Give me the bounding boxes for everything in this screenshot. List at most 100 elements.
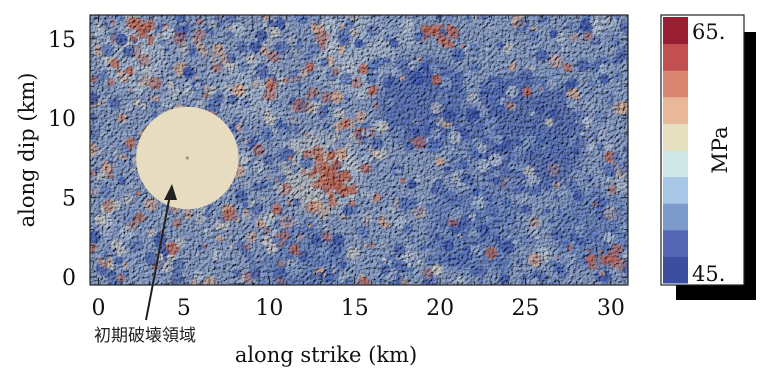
heatmap-speckle	[616, 31, 628, 43]
heatmap-speckle	[557, 39, 564, 47]
heatmap-hotspot	[308, 170, 316, 179]
heatmap-speckle	[396, 31, 409, 45]
heatmap-speckle	[161, 25, 175, 40]
heatmap-speckle	[210, 248, 223, 261]
heatmap-speckle	[148, 220, 160, 232]
heatmap-speckle	[571, 131, 581, 142]
heatmap-speckle	[269, 251, 278, 260]
heatmap-speckle	[508, 225, 514, 230]
heatmap-speckle	[331, 264, 336, 269]
heatmap-speckle	[174, 15, 187, 24]
heatmap-speckle	[274, 232, 281, 239]
heatmap-speckle	[144, 197, 158, 212]
heatmap-speckle	[582, 101, 594, 112]
heatmap-speckle	[561, 44, 569, 52]
heatmap-speckle	[439, 76, 452, 90]
heatmap-speckle	[590, 36, 600, 46]
heatmap-speckle	[372, 163, 379, 170]
heatmap-speckle	[612, 100, 627, 115]
heatmap-speckle	[530, 227, 539, 235]
heatmap-speckle	[366, 88, 375, 98]
heatmap-hotspot	[147, 39, 154, 46]
heatmap-speckle	[480, 15, 488, 19]
heatmap-speckle	[391, 67, 402, 78]
heatmap-speckle	[361, 212, 372, 222]
heatmap-speckle	[154, 276, 165, 285]
heatmap-speckle	[518, 135, 524, 142]
heatmap-speckle	[579, 186, 591, 199]
heatmap-speckle	[554, 195, 560, 201]
heatmap-speckle	[466, 87, 472, 93]
heatmap-speckle	[465, 69, 478, 82]
heatmap-speckle	[547, 141, 561, 155]
heatmap-speckle	[340, 73, 352, 86]
heatmap-speckle	[261, 128, 273, 141]
heatmap-speckle	[331, 269, 336, 274]
heatmap-speckle	[499, 17, 509, 27]
heatmap-speckle	[528, 70, 533, 75]
heatmap-hotspot	[336, 186, 346, 196]
heatmap-speckle	[333, 132, 341, 140]
heatmap-speckle	[217, 84, 222, 90]
heatmap-speckle	[244, 181, 250, 187]
heatmap-speckle	[284, 44, 291, 51]
heatmap-speckle	[330, 80, 335, 85]
heatmap-speckle	[316, 78, 321, 83]
heatmap-speckle	[454, 42, 462, 50]
heatmap-speckle	[612, 153, 621, 162]
heatmap-speckle	[344, 142, 351, 148]
heatmap-speckle	[92, 26, 103, 37]
heatmap-speckle	[284, 22, 290, 27]
heatmap-speckle	[411, 127, 421, 137]
heatmap-speckle	[231, 22, 246, 37]
heatmap-speckle	[115, 15, 127, 21]
heatmap-speckle	[392, 125, 405, 137]
heatmap-speckle	[548, 217, 556, 224]
heatmap-speckle	[454, 107, 463, 115]
heatmap-speckle	[264, 76, 279, 91]
heatmap-speckle	[277, 240, 285, 248]
heatmap-speckle	[482, 128, 491, 136]
heatmap-speckle	[399, 75, 405, 82]
heatmap-speckle	[413, 206, 426, 220]
heatmap-speckle	[473, 158, 483, 168]
heatmap-speckle	[320, 135, 330, 146]
heatmap-speckle	[624, 156, 628, 161]
heatmap-speckle	[462, 245, 472, 254]
heatmap-speckle	[419, 81, 428, 90]
heatmap-speckle	[506, 175, 521, 190]
heatmap-speckle	[533, 137, 545, 150]
heatmap-speckle	[140, 270, 151, 281]
colorbar-segment	[663, 70, 688, 98]
heatmap-speckle	[369, 242, 375, 249]
heatmap-speckle	[495, 266, 502, 274]
heatmap-speckle	[100, 251, 110, 261]
heatmap-speckle	[151, 111, 159, 119]
heatmap-speckle	[380, 241, 386, 247]
heatmap-speckle	[464, 92, 470, 98]
heatmap-speckle	[387, 230, 395, 238]
heatmap-speckle	[540, 210, 546, 216]
heatmap-speckle	[360, 163, 372, 174]
heatmap-speckle	[263, 88, 277, 102]
heatmap-speckle	[549, 109, 559, 118]
nucleation-zone-label: 初期破壊領域	[94, 326, 196, 346]
heatmap-speckle	[412, 119, 418, 125]
heatmap-speckle	[586, 142, 596, 152]
heatmap-speckle	[114, 256, 124, 265]
heatmap-speckle	[460, 44, 465, 49]
heatmap-speckle	[442, 97, 451, 106]
heatmap-speckle	[520, 234, 534, 248]
heatmap-hotspot	[302, 149, 313, 159]
heatmap-speckle	[588, 61, 601, 73]
heatmap-speckle	[107, 172, 114, 179]
heatmap-speckle	[90, 142, 97, 155]
heatmap-speckle	[131, 166, 137, 172]
heatmap-speckle	[451, 48, 465, 62]
heatmap-speckle	[222, 251, 231, 260]
heatmap-speckle	[365, 269, 372, 276]
heatmap-speckle	[123, 48, 128, 53]
heatmap-speckle	[235, 217, 240, 223]
heatmap-hotspot	[346, 186, 355, 195]
heatmap-speckle	[275, 275, 285, 285]
